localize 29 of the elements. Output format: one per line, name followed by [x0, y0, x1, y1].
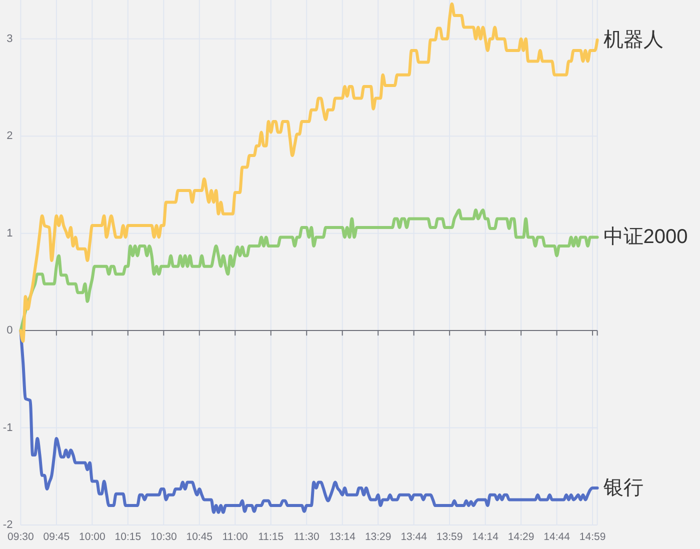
x-tick-label: 14:59 — [579, 531, 606, 543]
x-tick-label: 09:30 — [8, 531, 34, 543]
series-label: 银行 — [602, 477, 644, 500]
x-tick-label: 11:00 — [222, 531, 248, 543]
y-tick-label: 2 — [6, 130, 13, 142]
x-tick-label: 13:14 — [329, 531, 356, 543]
y-tick-label: 0 — [6, 324, 13, 337]
line-series — [19, 2, 599, 343]
line-series — [19, 208, 599, 332]
x-tick-label: 10:45 — [186, 531, 213, 543]
y-tick-label: 3 — [6, 32, 13, 45]
line-series — [19, 329, 599, 514]
x-tick-label: 10:15 — [114, 531, 142, 543]
x-tick-label: 14:14 — [472, 531, 499, 543]
x-tick-label: 11:15 — [258, 531, 284, 543]
x-tick-label: 10:00 — [79, 531, 106, 543]
x-tick-label: 09:45 — [43, 531, 70, 543]
x-tick-label: 13:59 — [436, 531, 463, 543]
x-tick-label: 14:44 — [544, 531, 570, 543]
x-tick-label: 13:29 — [364, 531, 392, 543]
series-label: 中证2000 — [603, 226, 688, 248]
x-tick-label: 13:44 — [400, 531, 428, 543]
y-tick-label: 1 — [6, 227, 13, 240]
x-tick-label: 11:30 — [294, 531, 320, 543]
y-tick-label: -1 — [2, 422, 13, 434]
series-label: 机器人 — [603, 28, 664, 51]
x-tick-label: 14:29 — [508, 531, 534, 543]
y-tick-label: -2 — [2, 519, 13, 531]
x-tick-label: 10:30 — [150, 531, 177, 543]
